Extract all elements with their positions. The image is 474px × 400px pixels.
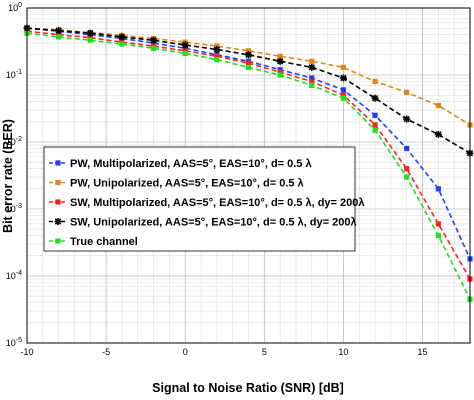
series-point xyxy=(150,36,158,44)
series-point xyxy=(339,74,347,82)
y-tick-label: 10-2 xyxy=(6,136,22,147)
legend-label: SW, Multipolarized, AAS=5°, EAS=10°, d= … xyxy=(70,197,365,209)
series-layer xyxy=(23,24,474,302)
x-tick-label: 5 xyxy=(262,347,267,357)
series-point xyxy=(434,130,442,138)
series-point xyxy=(276,57,284,65)
series-point xyxy=(213,46,221,54)
series-point xyxy=(340,87,347,93)
legend-label: PW, Multipolarized, AAS=5°, EAS=10°, d= … xyxy=(70,158,312,170)
series-point xyxy=(55,238,61,244)
series-point xyxy=(150,45,157,51)
y-tick-label: 10-5 xyxy=(6,337,22,348)
series-point xyxy=(87,37,93,43)
series-point xyxy=(245,48,252,54)
series-point xyxy=(245,64,252,70)
x-tick-label: 15 xyxy=(418,347,428,357)
series-point xyxy=(372,78,378,85)
series-point xyxy=(55,179,61,186)
series-point xyxy=(56,34,62,40)
series-line xyxy=(26,27,471,154)
series-point xyxy=(435,102,441,109)
series-point xyxy=(435,186,441,192)
series-point xyxy=(55,199,61,205)
series-point xyxy=(372,127,378,133)
y-tick-labels: 100 10-1 10-2 10-3 10-4 10-5 xyxy=(6,2,22,348)
plot-frame xyxy=(26,7,471,344)
series-point xyxy=(181,41,189,49)
series-point xyxy=(404,145,410,152)
series-point xyxy=(372,122,378,128)
series-point xyxy=(277,69,283,75)
series-point xyxy=(309,75,315,81)
x-tick-label: 10 xyxy=(338,347,348,357)
series-point xyxy=(435,233,441,239)
series-point xyxy=(55,27,63,35)
series-point xyxy=(403,115,411,123)
legend-entry: True channel xyxy=(49,236,138,248)
series-point xyxy=(340,64,347,70)
y-tick-label: 10-1 xyxy=(6,69,22,80)
series-point xyxy=(214,53,220,59)
legend-label: SW, Unipolarized, AAS=5°, EAS=10°, d= 0.… xyxy=(70,217,357,229)
series-point xyxy=(308,63,316,71)
x-tick-labels: -10 -5 0 5 10 15 xyxy=(20,347,427,357)
series-point xyxy=(118,33,126,41)
series-point xyxy=(404,89,410,95)
series-point xyxy=(214,56,220,63)
legend-label: True channel xyxy=(70,236,138,248)
series-point xyxy=(182,48,188,54)
series-point xyxy=(277,72,283,78)
x-tick-label: -10 xyxy=(20,347,33,357)
series-line xyxy=(26,27,471,126)
y-tick-label: 100 xyxy=(8,2,22,13)
x-axis-label: Signal to Noise Ratio (SNR) [dB] xyxy=(152,381,344,395)
legend: PW, Multipolarized, AAS=5°, EAS=10°, d= … xyxy=(43,146,365,252)
series-point xyxy=(54,218,62,225)
series-point xyxy=(404,174,410,180)
x-tick-label: -5 xyxy=(102,347,110,357)
legend-label: PW, Unipolarized, AAS=5°, EAS=10°, d= 0.… xyxy=(70,178,304,190)
legend-box xyxy=(43,146,356,252)
series-point xyxy=(86,29,94,37)
legend-entry: SW, Unipolarized, AAS=5°, EAS=10°, d= 0.… xyxy=(49,217,357,229)
y-tick-label: 10-3 xyxy=(6,203,22,214)
series-point xyxy=(340,92,347,98)
series-point xyxy=(309,82,315,88)
series-point xyxy=(340,95,347,101)
series-point xyxy=(371,94,379,102)
y-tick-label: 10-4 xyxy=(6,270,22,281)
series-line xyxy=(26,30,471,280)
series-point xyxy=(55,160,61,166)
legend-entry: SW, Multipolarized, AAS=5°, EAS=10°, d= … xyxy=(49,197,365,209)
series-point xyxy=(372,112,378,118)
series-point xyxy=(245,51,252,59)
legend-entry: PW, Unipolarized, AAS=5°, EAS=10°, d= 0.… xyxy=(49,178,304,190)
series-point xyxy=(119,41,125,47)
legend-entry: PW, Multipolarized, AAS=5°, EAS=10°, d= … xyxy=(49,158,312,170)
x-tick-label: 0 xyxy=(183,347,188,357)
series-point xyxy=(277,53,283,59)
series-point xyxy=(245,60,252,66)
series-point xyxy=(309,58,315,64)
series-4 xyxy=(23,24,474,157)
y-axis-label: Bit error rate (BER) xyxy=(1,119,15,233)
series-point xyxy=(182,50,188,57)
series-point xyxy=(435,221,441,227)
series-point xyxy=(309,78,315,85)
series-point xyxy=(404,166,410,172)
